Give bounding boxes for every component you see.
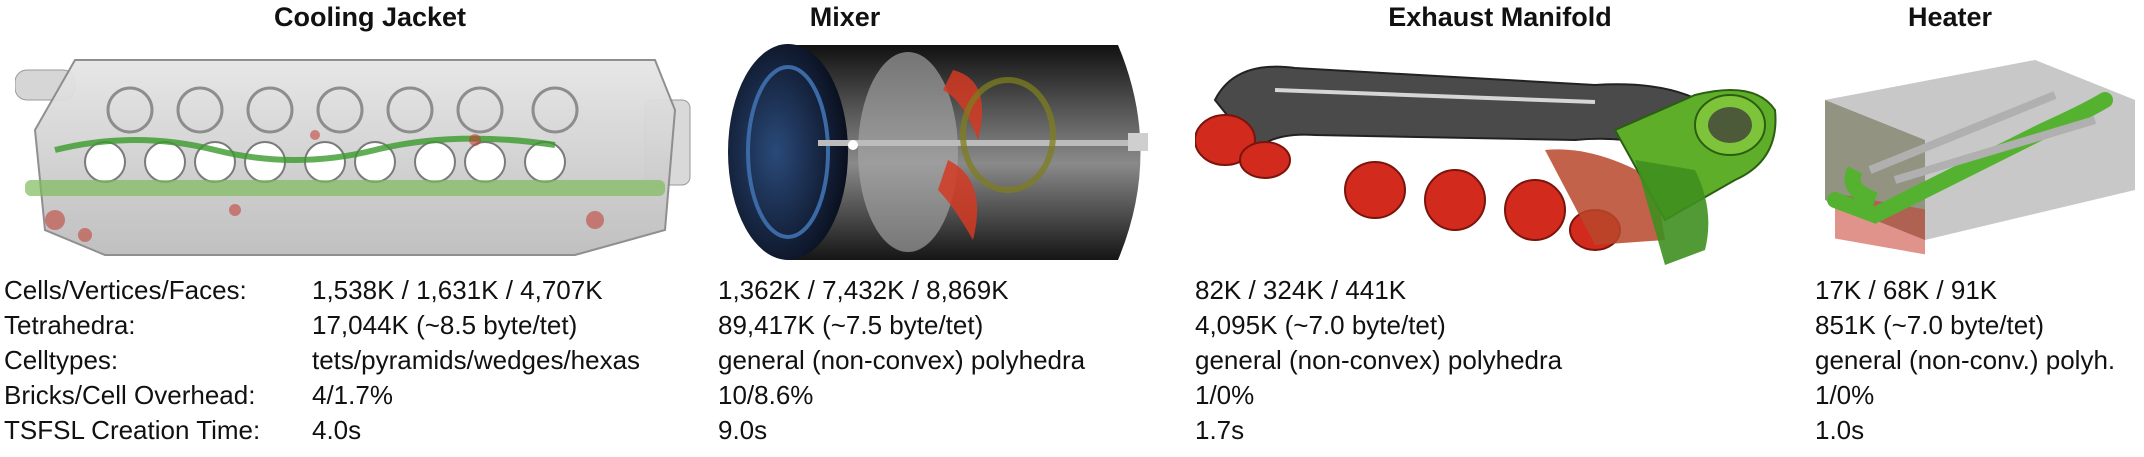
cooling-jacket-bricks-cell-overhead: 4/1.7% bbox=[312, 380, 393, 410]
cooling-jacket-tsfsl-creation-time: 4.0s bbox=[312, 415, 362, 445]
mixer-tsfsl-creation-time: 9.0s bbox=[718, 415, 768, 445]
title-heater: Heater bbox=[1907, 2, 1993, 32]
row-label-tetrahedra: Tetrahedra: bbox=[4, 310, 136, 340]
heater-render bbox=[1815, 40, 2140, 265]
row-label-bricks-cell-overhead: Bricks/Cell Overhead: bbox=[4, 380, 256, 410]
heater-celltypes: general (non-conv.) polyh. bbox=[1815, 345, 2116, 375]
title-mixer: Mixer bbox=[809, 2, 881, 32]
exhaust-manifold-celltypes: general (non-convex) polyhedra bbox=[1195, 345, 1563, 375]
mixer-bricks-cell-overhead: 10/8.6% bbox=[718, 380, 814, 410]
exhaust-manifold-render bbox=[1195, 40, 1785, 265]
cooling-jacket-render bbox=[15, 40, 695, 265]
row-label-celltypes: Celltypes: bbox=[4, 345, 119, 375]
exhaust-manifold-tetrahedra: 4,095K (~7.0 byte/tet) bbox=[1195, 310, 1446, 340]
exhaust-manifold-bricks-cell-overhead: 1/0% bbox=[1195, 380, 1255, 410]
heater-tsfsl-creation-time: 1.0s bbox=[1815, 415, 1865, 445]
mixer-cells-vertices-faces: 1,362K / 7,432K / 8,869K bbox=[718, 275, 1009, 305]
title-exhaust-manifold: Exhaust Manifold bbox=[1388, 2, 1612, 32]
mixer-tetrahedra: 89,417K (~7.5 byte/tet) bbox=[718, 310, 984, 340]
cooling-jacket-tetrahedra: 17,044K (~8.5 byte/tet) bbox=[312, 310, 578, 340]
row-label-tsfsl-creation-time: TSFSL Creation Time: bbox=[4, 415, 261, 445]
heater-tetrahedra: 851K (~7.0 byte/tet) bbox=[1815, 310, 2045, 340]
heater-cells-vertices-faces: 17K / 68K / 91K bbox=[1815, 275, 1998, 305]
exhaust-manifold-cells-vertices-faces: 82K / 324K / 441K bbox=[1195, 275, 1407, 305]
row-label-cells-vertices-faces: Cells/Vertices/Faces: bbox=[4, 275, 247, 305]
mixer-render bbox=[718, 40, 1178, 265]
title-cooling-jacket: Cooling Jacket bbox=[273, 2, 467, 32]
cooling-jacket-cells-vertices-faces: 1,538K / 1,631K / 4,707K bbox=[312, 275, 603, 305]
heater-bricks-cell-overhead: 1/0% bbox=[1815, 380, 1875, 410]
mixer-celltypes: general (non-convex) polyhedra bbox=[718, 345, 1086, 375]
exhaust-manifold-tsfsl-creation-time: 1.7s bbox=[1195, 415, 1245, 445]
cooling-jacket-celltypes: tets/pyramids/wedges/hexas bbox=[312, 345, 641, 375]
